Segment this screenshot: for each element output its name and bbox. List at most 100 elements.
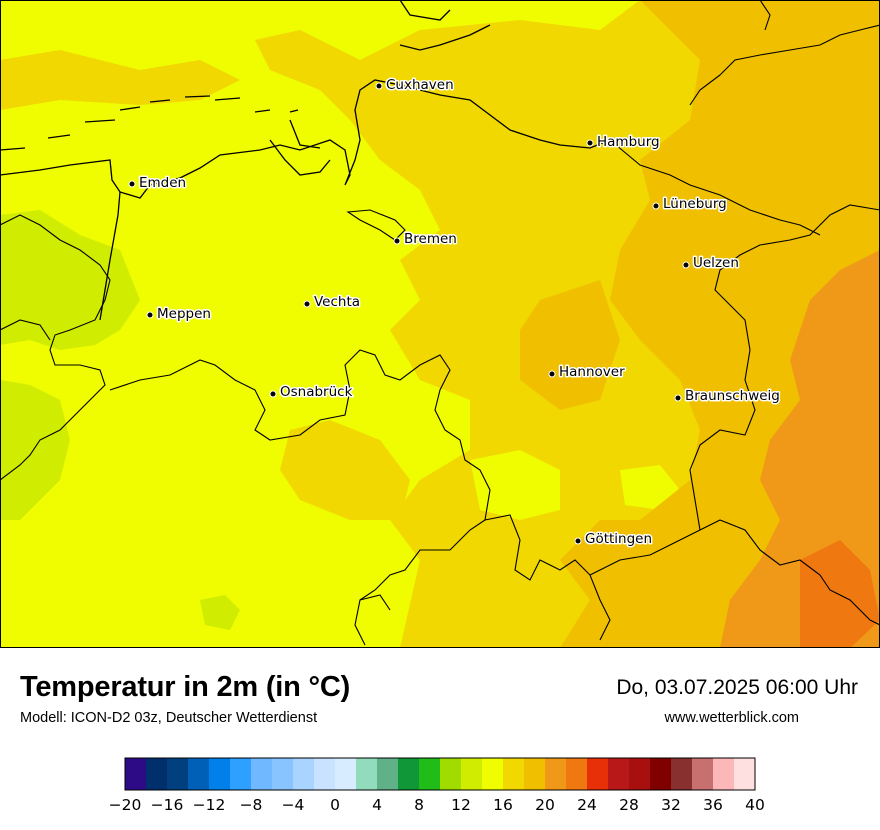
legend-tick-label: −4 xyxy=(282,796,305,814)
city-label-goettingen: Göttingen xyxy=(585,531,652,547)
legend-tick-label: 36 xyxy=(703,796,723,814)
legend-swatch xyxy=(650,758,672,790)
legend-swatch xyxy=(146,758,168,790)
legend-tick-label: 8 xyxy=(414,796,424,814)
temperature-map: Cuxhaven Cuxhaven Hamburg Hamburg Emden … xyxy=(0,0,880,648)
legend-tick-label: −8 xyxy=(240,796,263,814)
legend-swatch xyxy=(692,758,714,790)
city-label-lueneburg: Lüneburg xyxy=(663,196,727,212)
temperature-field-pocket-2 xyxy=(620,465,680,510)
city-emden: Emden Emden xyxy=(128,174,188,193)
legend-swatch xyxy=(272,758,294,790)
legend-border xyxy=(124,757,756,791)
legend-tick-label: 24 xyxy=(577,796,597,814)
temperature-field-hot-southeast xyxy=(800,540,880,648)
temperature-field-warm-hannover xyxy=(520,280,620,410)
svg-text:Emden: Emden xyxy=(139,175,186,191)
temperature-field-cool-west xyxy=(0,210,140,350)
map-svg: Cuxhaven Cuxhaven Hamburg Hamburg Emden … xyxy=(0,0,880,648)
svg-text:Meppen: Meppen xyxy=(157,306,211,322)
city-label-cuxhaven: Cuxhaven xyxy=(386,77,454,93)
city-lueneburg: Lüneburg Lüneburg xyxy=(652,195,728,214)
model-info: Modell: ICON-D2 03z, Deutscher Wetterdie… xyxy=(20,710,318,726)
legend-swatch xyxy=(608,758,630,790)
legend-swatch xyxy=(125,758,147,790)
city-label-braunschweig: Braunschweig xyxy=(685,388,780,404)
legend-swatch xyxy=(398,758,420,790)
city-cuxhaven: Cuxhaven Cuxhaven xyxy=(375,76,455,95)
legend-tick-label: 32 xyxy=(661,796,681,814)
svg-text:Osnabrück: Osnabrück xyxy=(280,384,353,400)
city-uelzen: Uelzen Uelzen xyxy=(682,254,740,273)
legend-swatch xyxy=(230,758,252,790)
city-goettingen: Göttingen Göttingen xyxy=(574,530,654,549)
city-label-hamburg: Hamburg xyxy=(597,134,660,150)
svg-text:Vechta: Vechta xyxy=(314,294,360,310)
temperature-field-cool-patch xyxy=(200,595,240,630)
legend-swatch xyxy=(566,758,588,790)
legend-tick-label: −12 xyxy=(193,796,226,814)
legend-tick-label: −16 xyxy=(151,796,184,814)
legend-swatch xyxy=(293,758,315,790)
legend-tick-label: 28 xyxy=(619,796,639,814)
temperature-field-mild-south xyxy=(280,420,410,520)
legend-swatch xyxy=(461,758,483,790)
legend-swatch xyxy=(440,758,462,790)
website-link[interactable]: www.wetterblick.com xyxy=(664,710,799,726)
legend-swatch xyxy=(314,758,336,790)
city-markers: Cuxhaven Cuxhaven Hamburg Hamburg Emden … xyxy=(128,76,781,549)
city-osnabrueck: Osnabrück Osnabrück xyxy=(269,383,354,402)
temperature-field-pocket xyxy=(470,450,560,520)
legend-swatch xyxy=(629,758,651,790)
city-label-emden: Emden xyxy=(139,175,186,191)
legend-ticks: −20 −16 −12 −8 −4 0 4 8 12 16 20 24 28 32 36 40 xyxy=(109,796,765,814)
legend-swatch xyxy=(356,758,378,790)
legend-tick-label: 20 xyxy=(535,796,555,814)
legend-swatch xyxy=(188,758,210,790)
legend-swatch xyxy=(251,758,273,790)
city-hamburg: Hamburg Hamburg xyxy=(586,133,661,152)
legend-swatch xyxy=(419,758,441,790)
legend-tick-label: 16 xyxy=(493,796,513,814)
legend-tick-label: 4 xyxy=(372,796,382,814)
svg-text:Uelzen: Uelzen xyxy=(693,255,739,271)
map-title: Temperatur in 2m (in °C) xyxy=(20,671,351,703)
temperature-field-mild-coast xyxy=(0,50,240,110)
city-label-vechta: Vechta xyxy=(314,294,360,310)
legend-swatch xyxy=(209,758,231,790)
color-legend-svg: −20 −16 −12 −8 −4 0 4 8 12 16 20 24 28 32 36 40 xyxy=(109,757,765,814)
coastlines xyxy=(0,0,611,321)
city-label-hannover: Hannover xyxy=(559,364,625,380)
city-label-meppen: Meppen xyxy=(157,306,211,322)
legend-swatch xyxy=(335,758,357,790)
svg-text:Braunschweig: Braunschweig xyxy=(685,388,780,404)
city-hannover: Hannover Hannover xyxy=(548,363,627,382)
city-label-uelzen: Uelzen xyxy=(693,255,739,271)
legend-swatch xyxy=(587,758,609,790)
svg-text:Lüneburg: Lüneburg xyxy=(663,196,727,212)
svg-text:Hamburg: Hamburg xyxy=(597,134,660,150)
legend-swatch xyxy=(734,758,756,790)
state-borders xyxy=(0,0,880,646)
svg-text:Bremen: Bremen xyxy=(404,231,457,247)
city-bremen: Bremen Bremen xyxy=(393,230,458,249)
legend-swatch xyxy=(545,758,567,790)
svg-text:Hannover: Hannover xyxy=(559,364,625,380)
legend-swatch xyxy=(671,758,693,790)
svg-text:Cuxhaven: Cuxhaven xyxy=(386,77,454,93)
temperature-field-cool-southwest xyxy=(0,380,70,520)
legend-tick-label: 40 xyxy=(745,796,765,814)
legend-swatch xyxy=(167,758,189,790)
legend-swatch xyxy=(713,758,735,790)
legend-swatch xyxy=(503,758,525,790)
forecast-datetime: Do, 03.07.2025 06:00 Uhr xyxy=(616,676,858,699)
color-legend: −20 −16 −12 −8 −4 0 4 8 12 16 20 24 28 32 36 40 xyxy=(0,752,880,822)
city-vechta: Vechta Vechta xyxy=(303,293,362,312)
city-meppen: Meppen Meppen xyxy=(146,305,212,324)
legend-swatches xyxy=(124,757,756,791)
city-label-bremen: Bremen xyxy=(404,231,457,247)
legend-swatch xyxy=(377,758,399,790)
city-braunschweig: Braunschweig Braunschweig xyxy=(674,387,781,406)
legend-tick-label: 12 xyxy=(451,796,471,814)
legend-swatch xyxy=(482,758,504,790)
